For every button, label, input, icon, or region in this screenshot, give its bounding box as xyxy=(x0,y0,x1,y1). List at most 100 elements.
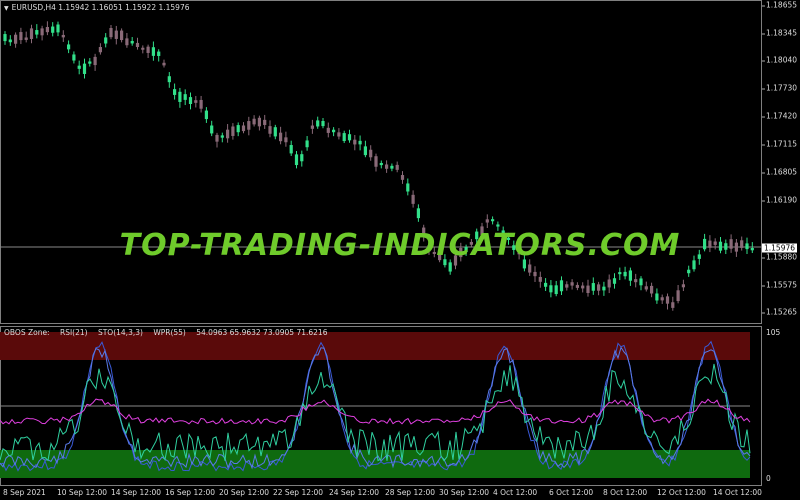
date-tick: 8 Sep 2021 xyxy=(3,488,46,497)
candle-body xyxy=(512,245,516,250)
candle-body xyxy=(591,283,595,291)
time-axis[interactable]: 8 Sep 2021 10 Sep 12:00 14 Sep 12:00 16 … xyxy=(0,486,762,500)
price-tick: 1.18040 xyxy=(761,55,798,65)
candle-body xyxy=(575,284,579,288)
candle-body xyxy=(342,133,346,142)
candle-body xyxy=(263,119,267,125)
candle-body xyxy=(623,271,627,277)
candle-body xyxy=(226,129,230,139)
indicator-scale-bottom: 0 xyxy=(766,474,771,483)
candle-body xyxy=(67,44,71,50)
candlestick-series xyxy=(0,21,762,311)
candle-body xyxy=(162,62,166,66)
candle-body xyxy=(93,56,97,66)
overbought-zone xyxy=(0,332,750,360)
candle-body xyxy=(581,285,585,289)
candle-body xyxy=(210,125,214,134)
candle-body xyxy=(692,260,696,270)
candle-body xyxy=(703,238,707,250)
candle-body xyxy=(358,140,362,145)
date-tick: 22 Sep 12:00 xyxy=(273,488,324,497)
candle-body xyxy=(628,270,632,281)
indicator-wpr-label: WPR(55) xyxy=(153,328,186,337)
candle-body xyxy=(411,194,415,204)
candle-body xyxy=(681,284,685,288)
candle-body xyxy=(130,40,134,44)
candle-body xyxy=(533,271,537,277)
rsi-line xyxy=(0,398,751,425)
candle-body xyxy=(289,145,293,154)
candle-body xyxy=(724,243,728,250)
candle-body xyxy=(390,165,394,169)
candle-body xyxy=(141,47,145,50)
dropdown-triangle-icon[interactable]: ▼ xyxy=(4,5,9,12)
date-tick: 10 Sep 12:00 xyxy=(57,488,108,497)
price-axis[interactable]: 1.18655 1.18345 1.18040 1.17730 1.17420 … xyxy=(761,0,800,324)
candle-body xyxy=(321,120,325,127)
candle-body xyxy=(204,110,208,120)
candle-body xyxy=(400,175,405,180)
date-tick: 30 Sep 12:00 xyxy=(439,488,490,497)
price-tick: 1.15880 xyxy=(761,252,798,262)
candle-body xyxy=(379,162,383,166)
candle-body xyxy=(300,154,304,162)
candle-body xyxy=(570,282,574,286)
candle-body xyxy=(544,282,548,287)
candle-body xyxy=(77,65,81,69)
date-tick: 28 Sep 12:00 xyxy=(385,488,436,497)
candle-body xyxy=(61,34,65,38)
ohlc-values: 1.15942 1.16051 1.15922 1.15976 xyxy=(58,3,190,12)
candle-body xyxy=(491,219,495,222)
price-tick: 1.17420 xyxy=(761,111,798,121)
candle-body xyxy=(729,239,733,249)
candle-body xyxy=(416,208,420,219)
candle-body xyxy=(448,262,452,272)
candle-body xyxy=(51,26,55,33)
price-tick: 1.18345 xyxy=(761,28,798,38)
candle-body xyxy=(3,34,7,42)
candle-body xyxy=(220,135,224,138)
candle-body xyxy=(273,127,277,137)
candle-body xyxy=(146,46,150,53)
price-tick: 1.17115 xyxy=(761,139,798,149)
price-chart-area[interactable] xyxy=(0,0,762,324)
candle-body xyxy=(676,290,680,302)
candle-body xyxy=(650,285,654,294)
candle-body xyxy=(188,97,193,105)
candle-body xyxy=(655,293,659,301)
candle-body xyxy=(56,24,60,33)
date-tick: 4 Oct 12:00 xyxy=(493,488,538,497)
candle-body xyxy=(231,126,235,136)
candle-body xyxy=(194,100,198,103)
candle-body xyxy=(718,241,723,251)
candle-body xyxy=(236,125,240,133)
candle-body xyxy=(279,132,283,142)
indicator-scale-top: 105 xyxy=(766,328,781,337)
candle-body xyxy=(586,285,590,294)
candle-body xyxy=(337,132,341,137)
candle-body xyxy=(24,37,28,40)
candle-body xyxy=(554,285,558,295)
candle-body xyxy=(125,38,129,46)
candle-body xyxy=(120,30,124,41)
candle-body xyxy=(326,127,330,133)
price-tick: 1.17730 xyxy=(761,83,798,93)
date-tick: 14 Sep 12:00 xyxy=(111,488,162,497)
candle-body xyxy=(167,76,171,83)
candle-body xyxy=(305,140,309,148)
date-tick: 6 Oct 12:00 xyxy=(549,488,594,497)
candle-body xyxy=(310,125,314,129)
candle-body xyxy=(522,259,526,269)
candle-body xyxy=(82,63,87,74)
sto-signal-line xyxy=(0,346,751,470)
candle-body xyxy=(385,164,389,169)
candle-body xyxy=(14,34,18,44)
date-tick: 14 Oct 12:00 xyxy=(713,488,762,497)
candle-body xyxy=(332,129,336,133)
indicator-rsi-label: RSI(21) xyxy=(59,328,88,337)
candle-body xyxy=(443,259,447,266)
candle-body xyxy=(353,139,357,145)
candle-body xyxy=(104,37,108,44)
date-tick: 8 Oct 12:00 xyxy=(603,488,648,497)
candle-body xyxy=(506,237,511,240)
